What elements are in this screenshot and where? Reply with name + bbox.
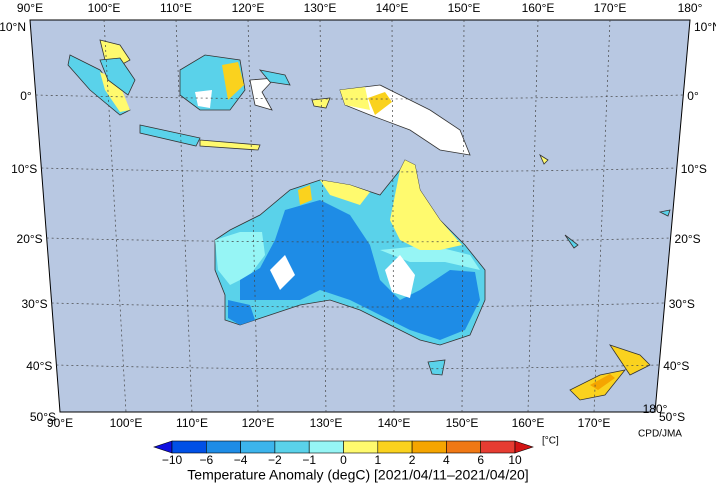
colorbar-label: 6	[477, 453, 484, 467]
parallel	[51, 302, 665, 308]
lon-label: 100°E	[88, 1, 121, 15]
parallel	[35, 94, 684, 100]
colorbar-swatch	[377, 440, 413, 454]
lon-label: 110°E	[160, 1, 192, 15]
meridian	[461, 19, 465, 413]
lon-label: 170°E	[578, 416, 611, 430]
lat-label: 0°	[687, 89, 699, 103]
colorbar-swatch	[274, 440, 310, 454]
colorbar-swatch	[240, 440, 276, 454]
colorbar-swatch	[343, 440, 379, 454]
lon-label: 100°E	[110, 416, 143, 430]
colorbar-swatch	[411, 440, 447, 454]
lon-label: 150°E	[446, 416, 479, 430]
colorbar-arrow-high	[514, 440, 534, 454]
lat-label: 10°N	[694, 20, 716, 34]
lat-label: 20°S	[675, 232, 701, 246]
colorbar-label: −2	[268, 453, 282, 467]
lon-label: 180°	[678, 1, 703, 15]
colorbar-unit: [°C]	[542, 436, 559, 447]
colorbar-label: 1	[374, 453, 381, 467]
lon-label: 140°E	[378, 416, 411, 430]
lon-label: 150°E	[448, 1, 481, 15]
lat-label: 30°S	[22, 297, 48, 311]
parallel	[41, 167, 677, 173]
colorbar-label: −6	[199, 453, 213, 467]
meridian	[103, 19, 127, 413]
meridian	[593, 19, 611, 413]
lon-label: 130°E	[304, 1, 337, 15]
colorbar-label: 4	[443, 453, 450, 467]
colorbar-swatch	[206, 440, 241, 454]
graticule	[35, 19, 684, 413]
parallel	[46, 237, 671, 243]
colorbar-label: −10	[162, 453, 183, 467]
lon-label: 120°E	[232, 1, 265, 15]
lon-label: 160°E	[522, 1, 555, 15]
lon-label: 90°E	[47, 416, 73, 430]
lat-label: 0°	[20, 89, 32, 103]
colorbar-label: 0	[340, 453, 347, 467]
lat-label: 10°N	[0, 20, 26, 34]
lat-label: 10°S	[11, 162, 37, 176]
colorbar-label: −1	[302, 453, 316, 467]
credit: CPD/JMA	[638, 429, 682, 440]
colorbar-swatch	[446, 440, 481, 454]
lat-label: 40°S	[26, 359, 52, 373]
meridian	[175, 19, 193, 413]
lon-label: 90°E	[17, 1, 43, 15]
colorbar-swatch	[308, 440, 344, 454]
colorbar-label: 2	[409, 453, 416, 467]
colorbar-label: −4	[234, 453, 248, 467]
lat-label: 50°S	[30, 410, 56, 424]
lon-label: 130°E	[310, 416, 343, 430]
meridian	[247, 19, 259, 413]
lon-label: 170°E	[594, 1, 627, 15]
lat-label: 50°S	[659, 410, 685, 424]
colorbar-swatch	[171, 440, 207, 454]
lat-label: 30°S	[669, 297, 695, 311]
lon-label: 110°E	[176, 416, 208, 430]
lon-label: 160°E	[512, 416, 545, 430]
lon-label: 180°	[643, 402, 668, 416]
lat-label: 10°S	[681, 162, 707, 176]
colorbar-arrow-low	[153, 440, 173, 454]
land	[67, 39, 671, 401]
meridian	[319, 19, 327, 413]
map-title: Temperature Anomaly (degC) [2021/04/11–2…	[187, 467, 528, 483]
lon-label: 140°E	[376, 1, 409, 15]
graticule-labels: 90°E 90°E 100°E 100°E 110°E 110°E 120°E 120°E 13…	[0, 1, 716, 430]
colorbar: −10 −6 −4 −2 −1 0 1 2 4 6 10	[153, 440, 534, 467]
lat-label: 40°S	[663, 359, 689, 373]
lat-label: 20°S	[17, 232, 43, 246]
colorbar-label: 10	[508, 453, 522, 467]
parallel	[56, 364, 660, 370]
colorbar-swatch	[480, 440, 516, 454]
meridian	[527, 19, 539, 413]
lon-label: 120°E	[242, 416, 275, 430]
meridian	[391, 19, 395, 413]
